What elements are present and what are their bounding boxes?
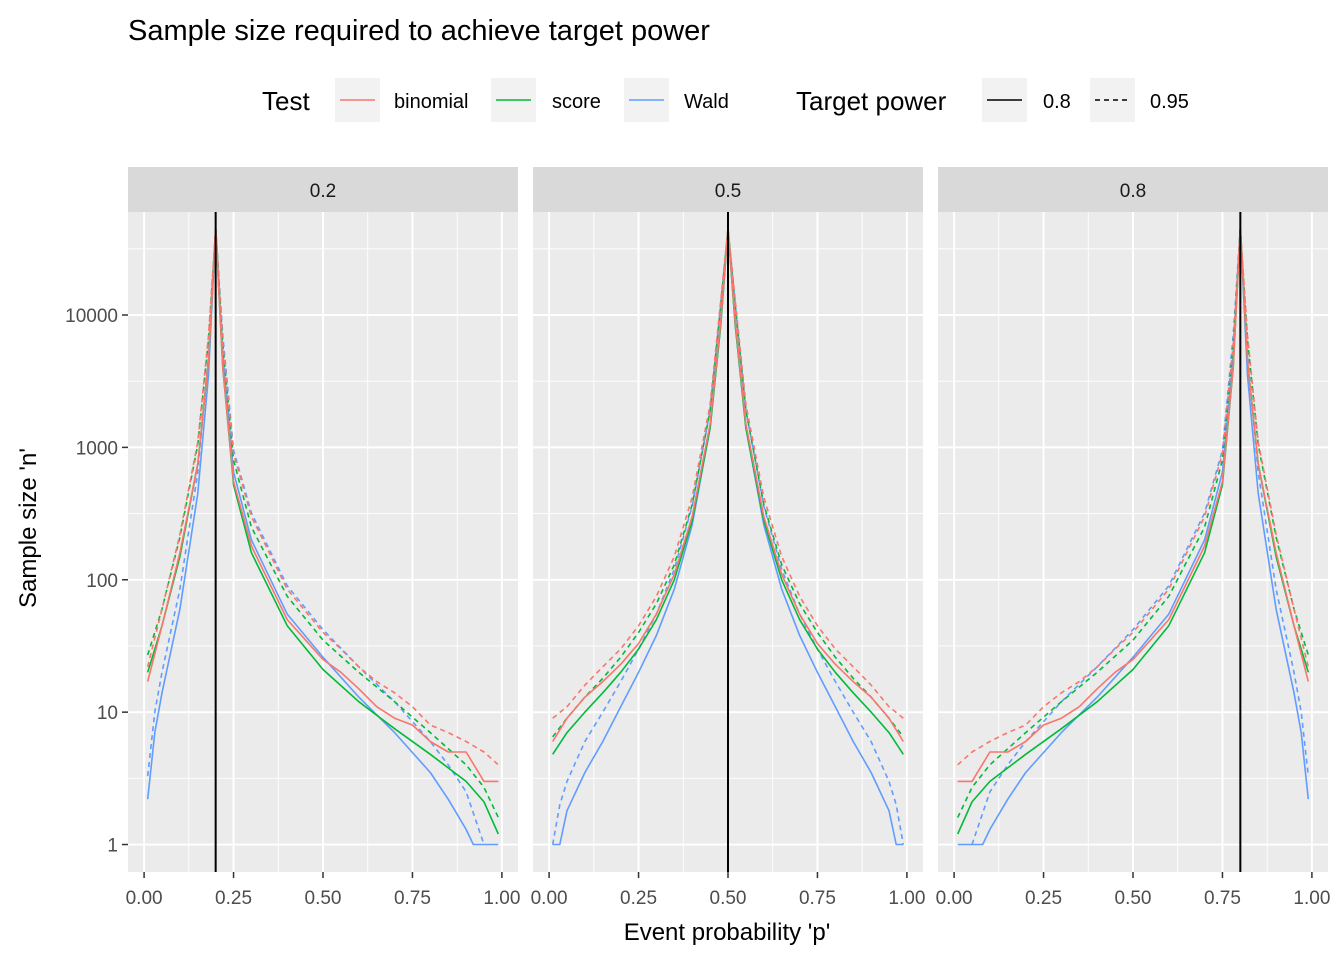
legend-label: binomial — [394, 91, 468, 113]
x-tick-label: 0.75 — [1204, 888, 1241, 909]
y-axis-title: Sample size 'n' — [15, 448, 42, 608]
x-tick-label: 0.25 — [620, 888, 657, 909]
panels: 0.20.00 0.25 0.50 0.75 1.001101001000100000.… — [65, 167, 1330, 909]
gridlines — [128, 212, 518, 872]
legend-label: score — [552, 91, 601, 113]
x-tick-label: 0.00 — [531, 888, 568, 909]
facet-strip-label: 0.2 — [310, 181, 336, 202]
y-tick-label: 1 — [107, 836, 118, 857]
x-tick-label: 0.75 — [394, 888, 431, 909]
y-axis: 1 10 100 1000 10000 — [65, 306, 128, 857]
x-tick-label: 0.50 — [1115, 888, 1152, 909]
x-axis: 0.00 0.25 0.50 0.75 1.00 — [531, 872, 925, 909]
series-wald-p95 — [971, 227, 1310, 845]
series-lines — [956, 227, 1310, 846]
series-score-p95 — [146, 227, 500, 818]
x-tick-label: 0.50 — [305, 888, 342, 909]
series-binomial-p95 — [957, 227, 1310, 766]
legend-item-wald: Wald — [624, 78, 729, 122]
x-tick-label: 0.25 — [215, 888, 252, 909]
x-axis-title: Event probability 'p' — [624, 919, 831, 946]
x-tick-label: 1.00 — [483, 888, 520, 909]
y-tick-label: 10000 — [65, 306, 118, 327]
legend-label: 0.95 — [1150, 91, 1189, 113]
x-tick-label: 0.00 — [126, 888, 163, 909]
facet-panel-0.2: 0.2 0.00 0.25 0.50 0.75 1.00 1 10 100 1000 10000 — [65, 167, 520, 909]
legend-label: Wald — [684, 91, 729, 113]
series-score-p95 — [956, 227, 1310, 818]
x-axis: 0.00 0.25 0.50 0.75 1.00 — [936, 872, 1330, 909]
gridlines — [938, 212, 1328, 872]
legend-test-title: Test — [262, 86, 310, 116]
facet-strip — [938, 167, 1328, 212]
legend-item-power-p80: 0.8 — [982, 78, 1071, 122]
series-binomial-p80 — [146, 227, 499, 783]
x-tick-label: 1.00 — [1293, 888, 1330, 909]
legend-item-binomial: binomial — [335, 78, 468, 122]
chart-title: Sample size required to achieve target p… — [128, 15, 710, 47]
series-binomial-p95 — [146, 227, 499, 766]
facet-strip — [128, 167, 518, 212]
legend-power-title: Target power — [796, 86, 947, 116]
x-tick-label: 0.25 — [1025, 888, 1062, 909]
facet-strip — [533, 167, 923, 212]
series-binomial-p80 — [957, 227, 1310, 783]
legend-item-power-p95: 0.95 — [1090, 78, 1189, 122]
x-tick-label: 0.00 — [936, 888, 973, 909]
x-tick-label: 1.00 — [888, 888, 925, 909]
facet-strip-label: 0.5 — [715, 181, 741, 202]
legend-label: 0.8 — [1043, 91, 1071, 113]
x-axis: 0.00 0.25 0.50 0.75 1.00 — [126, 872, 520, 909]
x-tick-label: 0.50 — [710, 888, 747, 909]
series-wald-p95 — [146, 227, 485, 845]
legend: Test binomial score Wald Target power 0.8 0.95 — [262, 78, 1189, 122]
y-tick-label: 10 — [97, 703, 118, 724]
x-tick-label: 0.75 — [799, 888, 836, 909]
series-wald-p80 — [146, 227, 499, 846]
series-lines — [146, 227, 500, 846]
y-tick-label: 1000 — [76, 438, 118, 459]
y-tick-label: 100 — [86, 571, 118, 592]
facet-strip-label: 0.8 — [1120, 181, 1146, 202]
series-wald-p80 — [957, 227, 1310, 846]
legend-item-score: score — [491, 78, 601, 122]
facet-panel-0.5: 0.5 0.00 0.25 0.50 0.75 1.00 — [531, 167, 925, 909]
facet-panel-0.8: 0.8 0.00 0.25 0.50 0.75 1.00 — [936, 167, 1330, 909]
